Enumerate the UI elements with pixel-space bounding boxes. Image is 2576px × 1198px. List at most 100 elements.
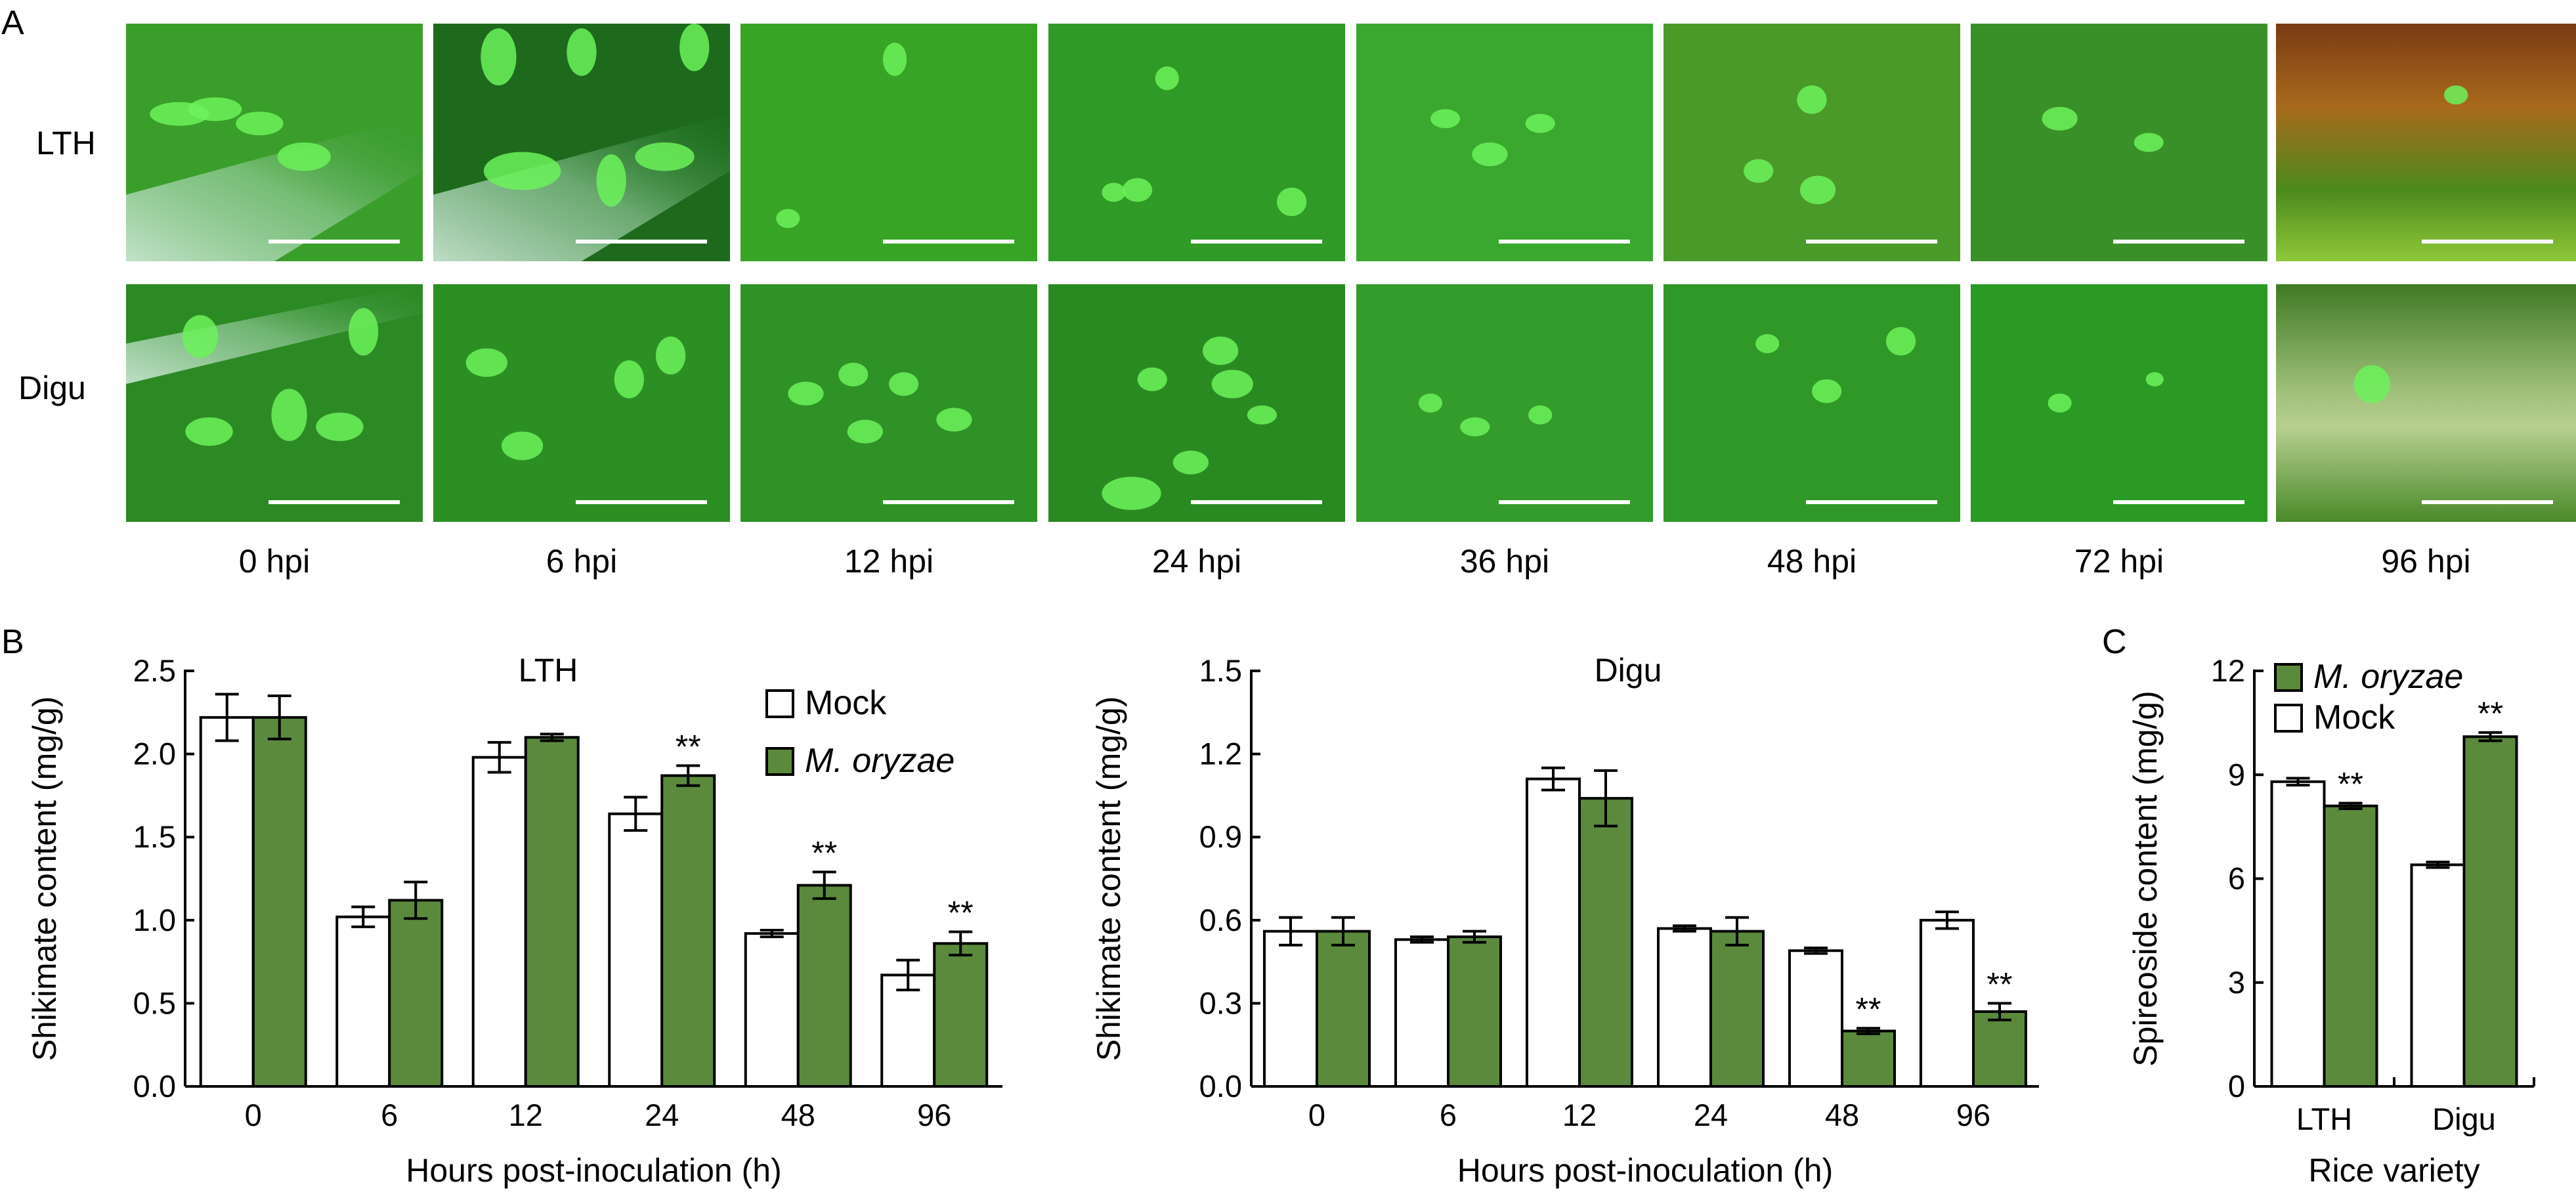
y-axis-title: Shikimate content (mg/g)	[26, 696, 63, 1061]
spore	[316, 412, 364, 441]
spore	[1247, 405, 1277, 425]
y-tick-label: 12	[2211, 653, 2245, 688]
x-tick-label: 24	[645, 1098, 679, 1132]
y-tick-label: 2.0	[133, 737, 176, 771]
scale-bar	[2422, 240, 2553, 244]
spore	[182, 315, 219, 358]
chart-title: Digu	[1595, 652, 1662, 689]
scale-bar	[1499, 500, 1630, 504]
scale-bar	[576, 500, 707, 504]
y-tick-label: 0.3	[1199, 985, 1242, 1020]
y-tick-label: 0.0	[1199, 1069, 1242, 1103]
spore	[679, 23, 710, 72]
spore	[1744, 159, 1774, 183]
spore	[2048, 393, 2072, 413]
spore	[1137, 367, 1167, 391]
spore	[656, 336, 686, 375]
bar-m-oryzae	[660, 774, 716, 1088]
bar-m-oryzae	[1578, 797, 1633, 1088]
micrograph-background	[2276, 24, 2576, 261]
spore	[1799, 175, 1836, 205]
significance-mark: **	[948, 895, 974, 931]
spore	[2042, 106, 2078, 131]
column-label: 72 hpi	[2074, 543, 2164, 580]
micrograph-digu-1	[433, 284, 730, 522]
chart-digu-shikimate: 0.0 0.3 0.6 0.9 1.2 1.5 0 6 12 24 48 ** 96 ** Shikimat…	[1090, 652, 2039, 1189]
panel-label-c: C	[2102, 623, 2127, 661]
spore	[635, 142, 695, 171]
spore	[596, 154, 626, 207]
x-tick-label: 6	[381, 1098, 398, 1132]
spore	[1102, 182, 1126, 202]
spore	[277, 142, 331, 171]
micrograph-digu-2	[741, 284, 1037, 522]
micrograph-lth-3	[1048, 24, 1345, 261]
spore	[1525, 114, 1555, 133]
micrograph-background	[1356, 284, 1653, 522]
legend-label: Mock	[805, 684, 887, 722]
spore	[349, 308, 379, 356]
spore	[483, 152, 561, 190]
y-tick-label: 0.0	[133, 1069, 176, 1103]
micrograph-lth-0	[126, 24, 423, 261]
y-axis-title: Spireoside content (mg/g)	[2127, 691, 2164, 1067]
bar-m-oryzae	[1447, 935, 1502, 1088]
y-tick-label: 1.5	[1199, 653, 1242, 688]
spore	[271, 389, 307, 441]
legend-swatch	[2274, 704, 2303, 733]
bar-mock	[2410, 863, 2466, 1088]
x-tick-label: 12	[1562, 1098, 1597, 1132]
micrograph-background	[1971, 24, 2267, 261]
spore	[788, 381, 824, 406]
legend-label: Mock	[2313, 698, 2395, 737]
scale-bar	[2113, 500, 2244, 504]
spore	[185, 417, 233, 446]
column-label: 24 hpi	[1152, 543, 1241, 580]
micrograph-digu-5	[1664, 284, 1960, 522]
micrograph-digu-3	[1048, 284, 1345, 522]
spore	[1755, 334, 1780, 353]
micrograph-background	[1664, 24, 1960, 261]
leaf-vein-glare	[126, 114, 423, 261]
micrograph-column-labels: 0 hpi 6 hpi 12 hpi 24 hpi 36 hpi 48 hpi 72 hpi…	[239, 543, 2471, 580]
micrograph-digu-6	[1971, 284, 2267, 522]
micrograph-background	[1356, 24, 1653, 261]
y-axis-title: Shikimate content (mg/g)	[1090, 696, 1127, 1061]
micrograph-background	[1048, 24, 1345, 261]
spore	[1172, 450, 1209, 475]
x-tick-label: 0	[245, 1098, 262, 1132]
spore	[2134, 133, 2164, 152]
bar-m-oryzae	[251, 716, 307, 1088]
bar-m-oryzae	[1972, 1010, 2027, 1088]
spore	[567, 28, 597, 76]
spore	[1211, 370, 1253, 398]
leaf-vein-glare	[126, 284, 423, 385]
micrograph-background	[1048, 284, 1345, 522]
x-axis-title: Rice variety	[2308, 1152, 2479, 1189]
row-label-digu: Digu	[18, 370, 86, 406]
bar-m-oryzae	[1709, 930, 1765, 1088]
y-tick-label: 1.5	[133, 819, 176, 854]
micrograph-lth-5	[1664, 24, 1960, 261]
y-tick-label: 0.6	[1199, 903, 1242, 937]
micrograph-digu-7	[2276, 284, 2576, 522]
significance-mark: **	[1987, 966, 2013, 1002]
micrograph-background	[1971, 284, 2267, 522]
spore	[236, 111, 284, 136]
spore	[2353, 365, 2390, 403]
spore	[1797, 85, 1827, 114]
micrograph-digu-0	[126, 284, 423, 522]
legend-label: M. oryzae	[2313, 658, 2463, 696]
y-tick-label: 9	[2228, 757, 2245, 792]
spore	[1203, 336, 1239, 366]
y-tick-label: 1.2	[1199, 737, 1242, 771]
y-tick-label: 0.9	[1199, 819, 1242, 854]
bar-mock	[199, 716, 255, 1088]
y-tick-label: 0.5	[133, 985, 176, 1020]
x-tick-label: 48	[781, 1098, 815, 1132]
spore	[882, 42, 907, 76]
spore	[1418, 393, 1443, 413]
column-label: 36 hpi	[1460, 543, 1549, 580]
bar-mock	[1394, 938, 1449, 1088]
